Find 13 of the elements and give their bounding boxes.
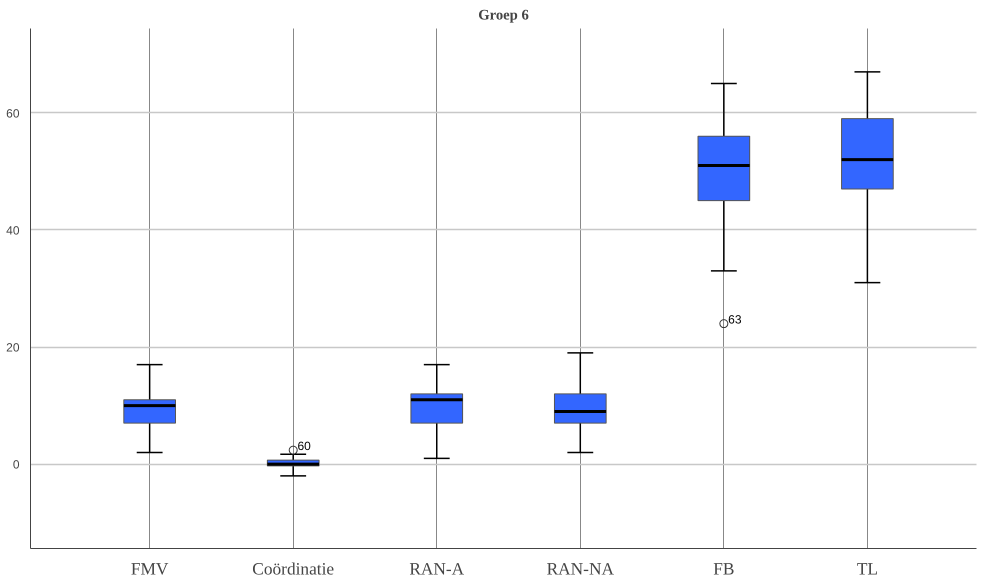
x-tick-label: FMV <box>130 560 169 578</box>
x-tick-label: TL <box>856 560 878 578</box>
x-tick-label: Coördinatie <box>252 560 334 578</box>
y-tick-label: 60 <box>6 106 20 120</box>
y-tick-label: 0 <box>12 458 20 472</box>
annotation: 60 <box>298 439 312 454</box>
x-tick-label: FB <box>713 560 734 578</box>
x-tick-label: RAN-NA <box>546 560 614 578</box>
annotation: 63 <box>728 312 742 327</box>
x-tick-label: RAN-A <box>409 560 465 578</box>
y-tick-label: 40 <box>6 223 20 238</box>
y-tick-label: 20 <box>6 340 20 355</box>
chart-title: Groep 6 <box>478 8 529 24</box>
